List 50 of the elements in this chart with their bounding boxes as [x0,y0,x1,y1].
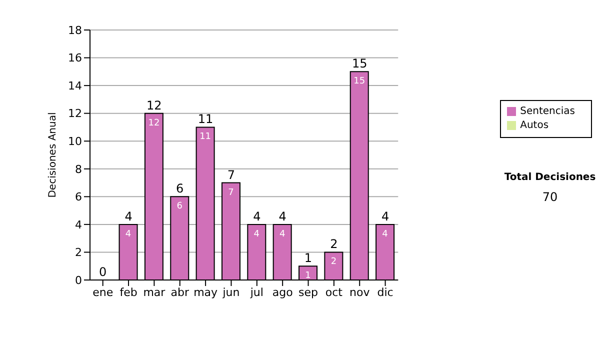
x-tick-label: feb [120,286,138,299]
y-tick-label: 8 [75,162,82,176]
x-tick-label: nov [350,286,370,299]
data-label: 11 [200,132,212,142]
total-label: 4 [124,209,132,224]
x-tick-label: sep [298,286,318,299]
data-label: 4 [382,229,388,240]
text: Total Decisiones [503,172,597,183]
y-tick-label: 4 [75,218,82,232]
total-label: 4 [381,209,390,224]
data-label: 6 [176,202,183,212]
y-tick-label: 12 [68,107,82,120]
total-label: 7 [227,168,236,182]
legend-label: Sentencias [520,106,575,117]
y-tick-label: 0 [75,274,82,287]
data-label: 4 [125,229,132,240]
x-tick-label: abr [170,286,190,299]
total-label: 1 [304,251,312,266]
data-label: 4 [279,229,286,240]
total-label: 0 [99,265,107,279]
total-label: 6 [176,182,184,196]
text: 70 [541,190,559,204]
total-label: 11 [198,112,214,126]
y-tick-label: 18 [68,24,82,37]
total-label: 4 [278,209,286,224]
x-tick-label: jul [249,286,264,299]
data-label: 12 [148,118,160,128]
data-label: 2 [330,257,337,268]
y-tick-label: 14 [68,79,82,92]
data-label: 1 [305,271,311,282]
y-axis-title: Decisiones Anual [48,112,59,198]
x-tick-label: ago [272,286,294,299]
y-tick-label: 16 [68,52,82,65]
y-tick-label: 6 [75,190,82,204]
data-label: 7 [228,188,234,198]
x-tick-label: mar [143,286,166,299]
y-tick-label: 2 [75,246,82,260]
total-label: 15 [352,56,368,71]
x-tick-label: jun [222,286,240,299]
total-label: 4 [253,209,261,224]
legend-label: Autos [520,120,549,131]
x-tick-label: ene [92,286,114,299]
total-label: 2 [330,237,338,252]
total-label: 12 [146,98,162,112]
y-tick-label: 10 [68,135,82,148]
x-tick-label: may [194,286,218,299]
x-tick-label: dic [377,286,394,299]
x-tick-label: oct [325,286,344,299]
data-label: 4 [254,229,260,240]
data-label: 15 [354,76,366,87]
